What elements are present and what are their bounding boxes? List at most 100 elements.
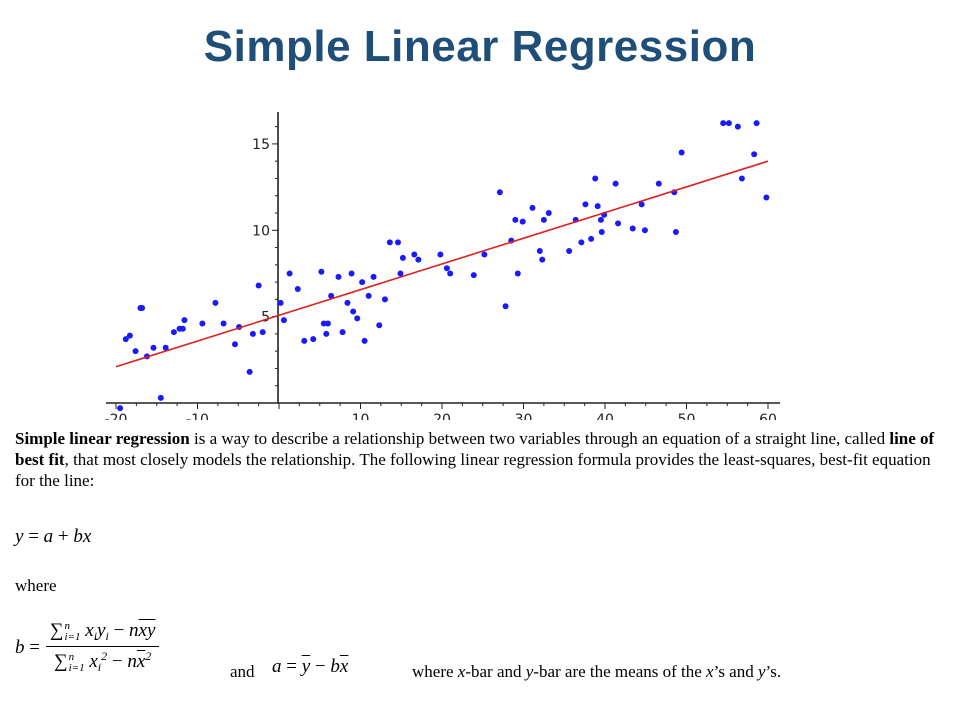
data-point — [397, 270, 404, 277]
data-point — [582, 201, 589, 208]
data-point — [399, 254, 406, 261]
data-point — [122, 336, 129, 343]
equation-line: y = a + bx — [15, 526, 92, 547]
data-point — [753, 120, 760, 127]
data-point — [386, 239, 393, 246]
data-point — [381, 296, 388, 303]
data-point — [481, 251, 488, 258]
x-tick-label: -20 — [105, 412, 128, 420]
data-point — [443, 265, 450, 272]
data-point — [536, 248, 543, 254]
slope-formula: b = ∑ n i=1 xiyi − nxy ∑ n i=1 xi2 − nx2 — [15, 620, 160, 675]
y-tick-label: 5 — [261, 310, 270, 326]
data-point — [592, 175, 599, 182]
data-point — [359, 279, 366, 286]
data-point — [255, 282, 262, 289]
data-point — [318, 268, 325, 275]
x-tick-label: 40 — [596, 412, 614, 420]
data-point — [655, 180, 662, 187]
data-point — [344, 299, 351, 306]
data-point — [734, 123, 741, 130]
data-point — [365, 292, 372, 299]
data-point — [672, 229, 679, 235]
y-tick-label: 10 — [252, 223, 270, 239]
data-point — [277, 299, 284, 306]
data-point — [339, 329, 346, 336]
data-point — [310, 336, 317, 343]
data-point — [348, 270, 355, 277]
scatter-chart: -20 -10 10 20 30 40 50 60 5 10 15 — [105, 112, 780, 420]
data-point — [540, 216, 547, 223]
data-point — [199, 320, 206, 327]
chart-fit-line — [115, 160, 769, 368]
data-point — [361, 337, 368, 344]
regression-line — [115, 160, 769, 368]
x-tick-label: 30 — [515, 412, 533, 420]
data-point — [280, 317, 287, 324]
data-point — [162, 344, 169, 351]
data-point — [335, 273, 342, 280]
data-point — [437, 251, 444, 258]
data-point — [394, 239, 401, 246]
where-label: where — [15, 576, 57, 595]
data-point — [376, 322, 383, 329]
data-point — [678, 149, 685, 156]
slide-title: Simple Linear Regression — [203, 22, 757, 71]
data-point — [588, 235, 595, 242]
data-point — [615, 220, 622, 227]
data-point — [612, 180, 619, 187]
term-line-of-best-fit: line of best fit — [15, 429, 935, 469]
data-point — [323, 330, 330, 337]
data-point — [170, 329, 177, 336]
data-point — [415, 256, 422, 263]
data-point — [411, 251, 418, 258]
data-point — [470, 272, 477, 279]
data-point — [246, 368, 253, 375]
intercept-formula: a = y − bx — [272, 656, 349, 677]
chart-axes — [106, 112, 780, 404]
data-point — [638, 201, 645, 208]
data-point — [126, 332, 133, 339]
data-point — [597, 216, 604, 223]
data-point — [598, 229, 605, 235]
chart-ticks: -20 -10 10 20 30 40 50 60 5 10 15 — [105, 126, 777, 420]
data-point — [763, 194, 770, 201]
data-point — [324, 320, 331, 327]
data-point — [157, 394, 164, 401]
data-point — [725, 120, 732, 127]
data-point — [370, 273, 377, 280]
data-point — [539, 256, 546, 263]
and-label: and — [230, 662, 255, 681]
y-tick-label: 15 — [252, 137, 270, 153]
x-tick-label: 60 — [759, 412, 777, 420]
data-point — [594, 203, 601, 210]
data-point — [512, 216, 519, 223]
data-point — [286, 270, 293, 277]
description-paragraph: Simple linear regression is a way to des… — [15, 428, 945, 491]
x-tick-label: 20 — [433, 412, 451, 420]
data-point — [502, 303, 509, 310]
data-point — [354, 315, 361, 322]
means-explanation: where x-bar and y-bar are the means of t… — [412, 662, 782, 681]
x-tick-label: 50 — [678, 412, 696, 420]
data-point — [150, 344, 157, 351]
data-point — [566, 248, 573, 254]
data-point — [751, 151, 758, 158]
data-point — [720, 120, 727, 127]
x-tick-label: -10 — [186, 412, 209, 420]
data-point — [139, 305, 146, 311]
data-point — [249, 330, 256, 337]
data-point — [350, 308, 357, 315]
data-point — [231, 341, 238, 348]
data-point — [212, 299, 219, 306]
data-point — [328, 292, 335, 299]
data-point — [132, 348, 139, 355]
data-point — [447, 270, 454, 277]
data-point — [117, 405, 124, 412]
data-point — [578, 239, 585, 246]
x-tick-label: 10 — [352, 412, 370, 420]
chart-points — [117, 120, 770, 412]
slope-fraction: ∑ n i=1 xiyi − nxy ∑ n i=1 xi2 − nx2 — [45, 620, 160, 675]
data-point — [496, 189, 503, 196]
data-point — [629, 225, 636, 232]
